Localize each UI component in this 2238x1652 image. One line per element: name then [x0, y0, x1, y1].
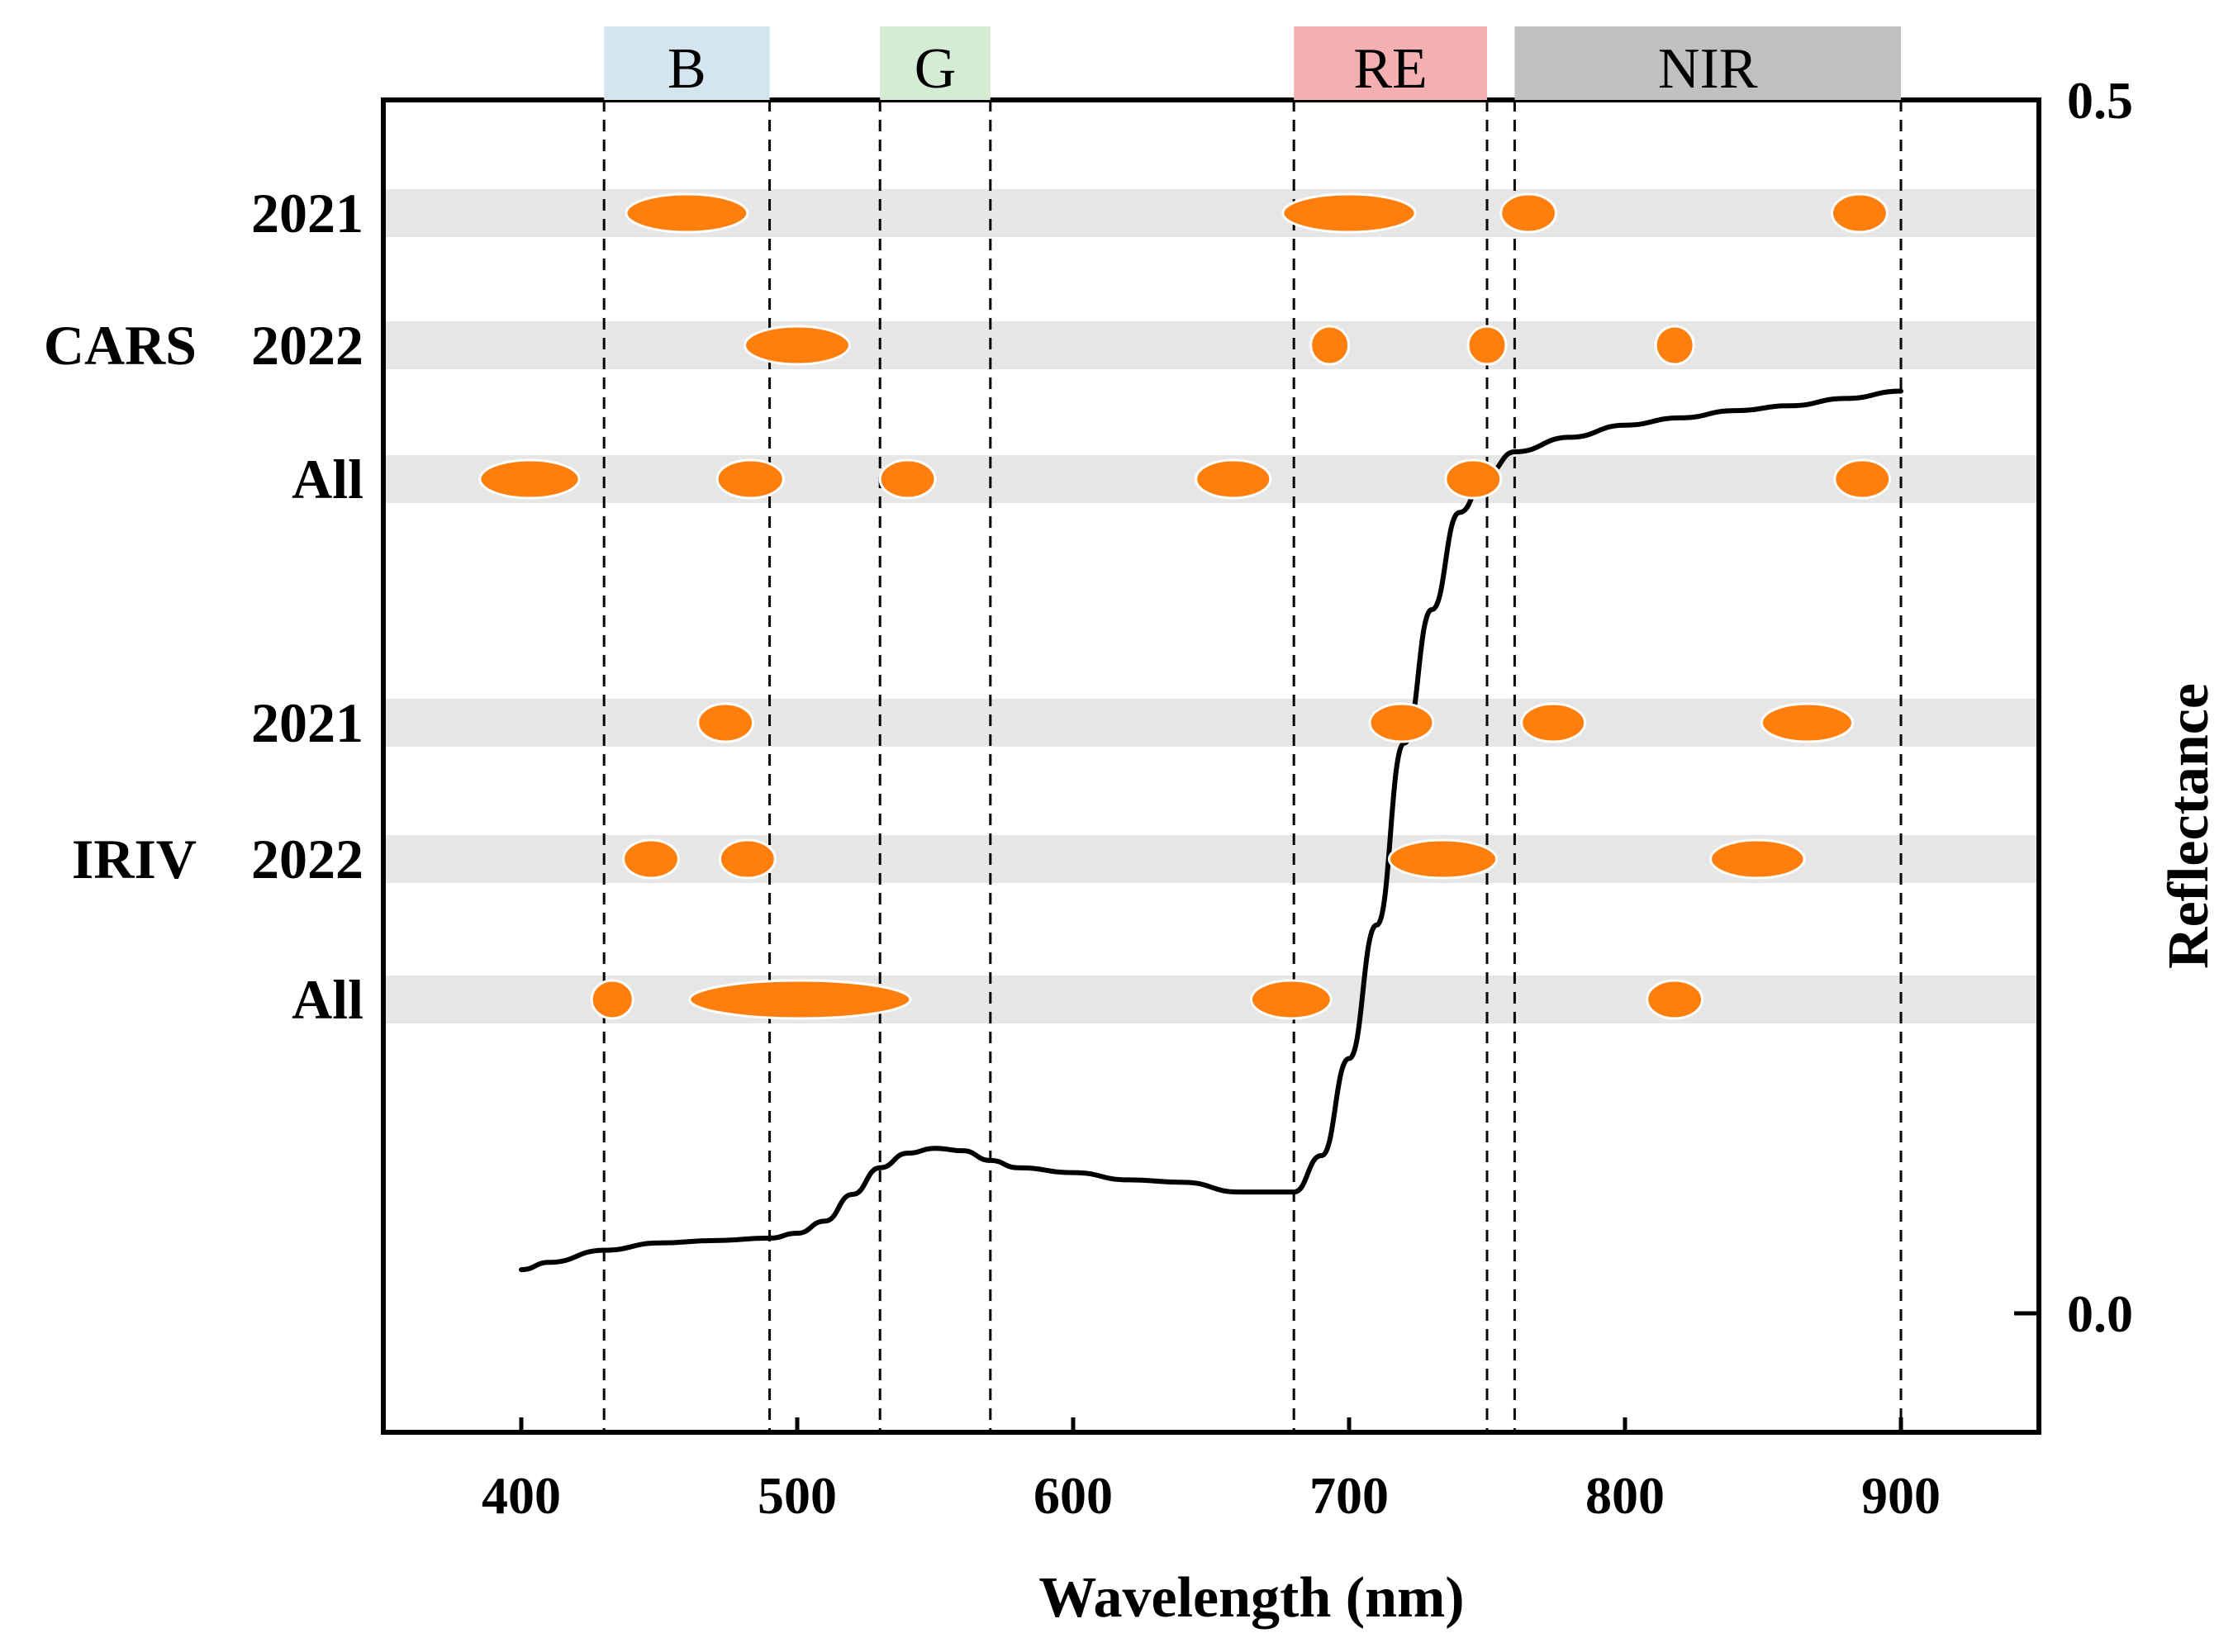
selected-wavelength-marker	[718, 838, 777, 880]
markers-layer	[478, 192, 1892, 1020]
selected-wavelength-marker	[590, 979, 634, 1020]
group-label-cars: CARS	[44, 314, 197, 377]
band-boundary-lines	[602, 100, 1903, 1432]
reflectance-axis-title: Reflectance	[2157, 683, 2221, 969]
selected-wavelength-marker	[744, 325, 851, 366]
selected-wavelength-marker	[1444, 458, 1503, 500]
x-axis-title: Wavelength (nm)	[1038, 1566, 1464, 1630]
band-box-g	[880, 26, 991, 100]
selected-wavelength-marker	[1760, 702, 1855, 743]
selected-wavelength-marker	[1499, 192, 1557, 234]
plot-frame	[381, 97, 2041, 1435]
selected-wavelength-marker	[1281, 192, 1417, 234]
x-tick-label: 500	[758, 1466, 837, 1525]
selected-wavelength-marker	[1466, 325, 1508, 366]
selected-wavelength-marker	[478, 458, 581, 500]
row-label: All	[292, 968, 363, 1031]
row-label: 2022	[251, 828, 363, 890]
selected-wavelength-marker	[622, 838, 680, 880]
x-tick-label: 600	[1033, 1466, 1113, 1525]
reflectance-tick-label: 0.5	[2067, 71, 2133, 130]
reflectance-axis: 0.0 0.5	[2014, 71, 2133, 1343]
row-label: 2021	[251, 182, 363, 244]
selected-wavelength-marker	[1520, 702, 1587, 743]
selected-wavelength-marker	[1387, 838, 1499, 880]
selected-wavelength-marker	[1309, 325, 1351, 366]
selected-wavelength-marker	[1646, 979, 1704, 1020]
band-label-re: RE	[1353, 37, 1427, 101]
reflectance-tick-label: 0.0	[2067, 1284, 2133, 1343]
selected-wavelength-marker	[1709, 838, 1806, 880]
selected-wavelength-marker	[1368, 702, 1435, 743]
band-header-layer: B G RE NIR	[604, 26, 1901, 101]
row-bands-layer	[383, 189, 2039, 1023]
selected-wavelength-marker	[878, 458, 937, 500]
row-labels: 2021 2022 CARS All 2021 2022 IRIV All	[44, 182, 363, 1031]
x-tick-label: 700	[1309, 1466, 1389, 1525]
reflectance-curve	[519, 388, 1903, 1273]
group-label-iriv: IRIV	[72, 828, 197, 890]
x-tick-label: 400	[482, 1466, 561, 1525]
row-band	[383, 976, 2039, 1023]
selected-wavelength-marker	[715, 458, 785, 500]
row-label: 2021	[251, 691, 363, 754]
selected-wavelength-marker	[688, 979, 912, 1020]
selected-wavelength-marker	[1654, 325, 1695, 366]
selected-wavelength-marker	[1833, 458, 1892, 500]
band-label-g: G	[915, 37, 957, 101]
band-label-nir: NIR	[1658, 37, 1758, 101]
band-label-b: B	[668, 37, 706, 101]
selected-wavelength-marker	[1195, 458, 1272, 500]
spectrum-layer	[519, 388, 1903, 1273]
selected-wavelength-marker	[696, 702, 755, 743]
selected-wavelength-marker	[1831, 192, 1889, 234]
selected-wavelength-marker	[1249, 979, 1333, 1020]
x-tick-label: 900	[1861, 1466, 1941, 1525]
row-label: 2022	[251, 314, 363, 377]
row-band	[383, 321, 2039, 369]
band-box-b	[604, 26, 770, 100]
x-tick-label: 800	[1585, 1466, 1665, 1525]
row-label: All	[292, 448, 363, 510]
band-box-re	[1294, 26, 1487, 100]
x-axis: 400 500 600 700 800 900	[482, 1417, 1941, 1525]
band-box-nir	[1514, 26, 1901, 100]
selected-wavelength-marker	[625, 192, 749, 234]
